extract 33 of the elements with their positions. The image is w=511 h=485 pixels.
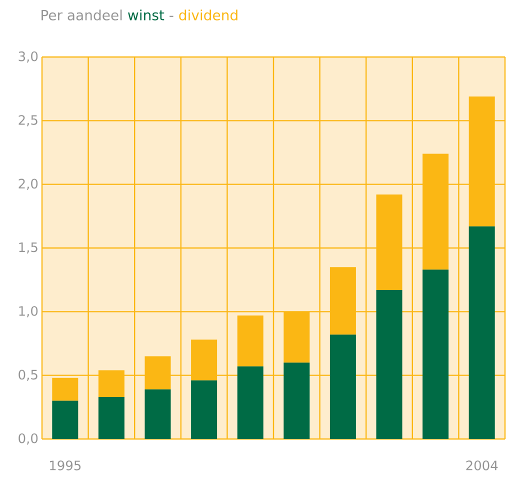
x-tick-label: 2004 [466, 460, 498, 470]
bar [376, 194, 402, 290]
bar [191, 380, 218, 439]
bar [98, 396, 124, 439]
y-tick-label: 2,5 [18, 115, 38, 126]
text: dividend [179, 10, 238, 20]
y-tick-label: 1,0 [19, 306, 38, 318]
x-tick-label: 1995 [50, 460, 81, 470]
y-tick-label: 2,0 [18, 178, 38, 190]
y-tick-label: 0,5 [18, 370, 38, 381]
y-tick-label: 3,0 [18, 51, 38, 63]
bar [144, 356, 171, 390]
bar [98, 370, 124, 397]
text: - [170, 16, 174, 17]
bar [191, 340, 218, 380]
bar [376, 290, 402, 439]
text: winst [128, 10, 164, 20]
bar [284, 362, 310, 439]
bar [422, 270, 449, 439]
bar [422, 154, 449, 270]
y-tick-label: 1,5 [19, 242, 38, 254]
bar [284, 312, 310, 363]
bar [468, 226, 495, 439]
bar [330, 334, 356, 439]
y-tick-label: 0,0 [18, 433, 38, 445]
bar [468, 96, 495, 226]
bar [52, 378, 78, 401]
bar [237, 366, 264, 439]
bar [144, 389, 171, 439]
bar [237, 315, 264, 366]
bar [330, 267, 356, 335]
chart-title: Per aandeel [42, 10, 122, 20]
bar [52, 400, 78, 439]
